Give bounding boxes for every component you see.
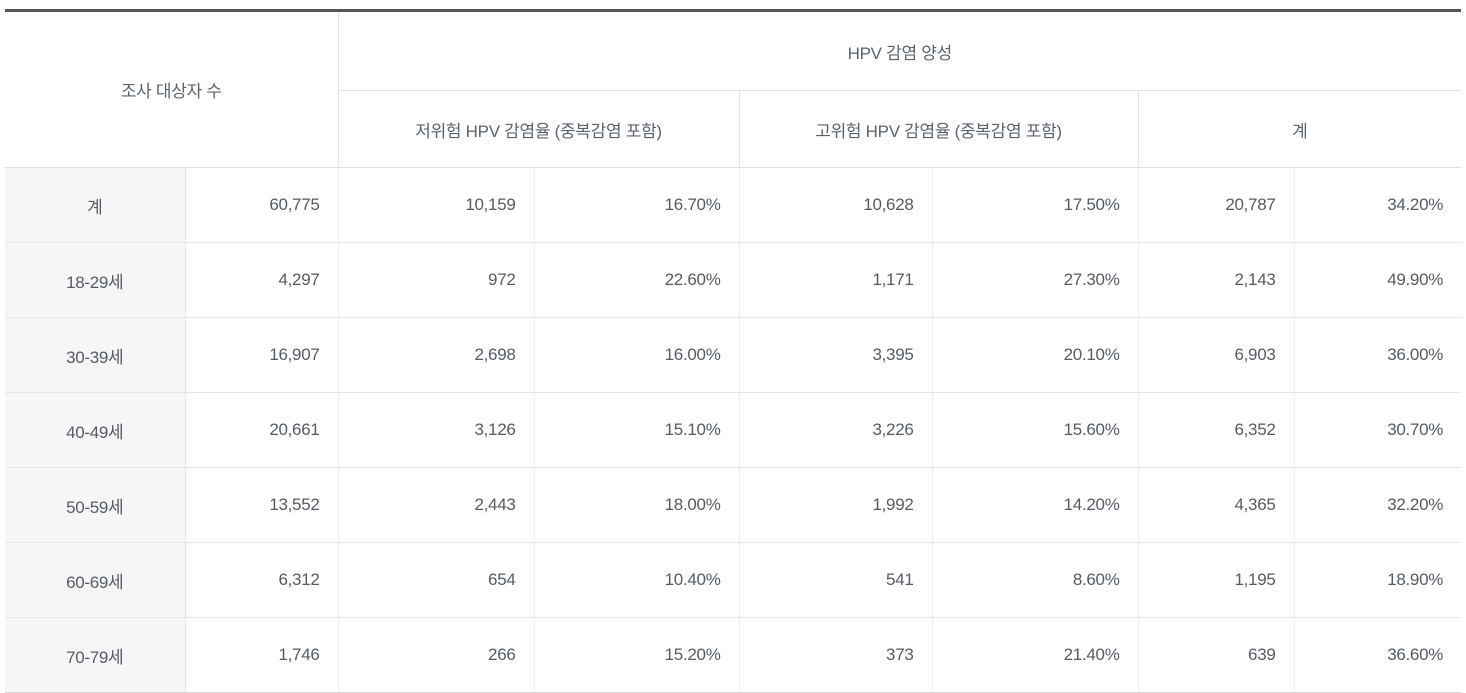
header-low-risk-hpv-rate: 저위험 HPV 감염율 (중복감염 포함) xyxy=(338,90,740,168)
table-header: 조사 대상자 수 HPV 감염 양성 저위험 HPV 감염율 (중복감염 포함)… xyxy=(5,12,1462,168)
row-label: 50-59세 xyxy=(5,467,186,543)
cell-high-risk-rate: 20.10% xyxy=(932,317,1139,393)
table-row: 60-69세 6,312 654 10.40% 541 8.60% 1,195 … xyxy=(5,542,1462,618)
header-high-risk-hpv-rate: 고위험 HPV 감염율 (중복감염 포함) xyxy=(739,90,1139,168)
cell-low-risk-count: 3,126 xyxy=(338,392,535,468)
cell-high-risk-count: 373 xyxy=(739,617,933,692)
row-label: 60-69세 xyxy=(5,542,186,618)
table-row: 18-29세 4,297 972 22.60% 1,171 27.30% 2,1… xyxy=(5,242,1462,318)
cell-subjects: 13,552 xyxy=(185,467,339,543)
cell-total-count: 20,787 xyxy=(1138,167,1295,243)
cell-low-risk-count: 654 xyxy=(338,542,535,618)
cell-high-risk-count: 1,992 xyxy=(739,467,933,543)
table-row: 계 60,775 10,159 16.70% 10,628 17.50% 20,… xyxy=(5,167,1462,243)
cell-subjects: 1,746 xyxy=(185,617,339,692)
cell-total-count: 2,143 xyxy=(1138,242,1295,318)
cell-high-risk-rate: 15.60% xyxy=(932,392,1139,468)
cell-total-rate: 36.60% xyxy=(1294,617,1462,692)
cell-total-rate: 49.90% xyxy=(1294,242,1462,318)
cell-high-risk-count: 541 xyxy=(739,542,933,618)
row-label: 계 xyxy=(5,167,186,243)
cell-high-risk-count: 1,171 xyxy=(739,242,933,318)
table-row: 40-49세 20,661 3,126 15.10% 3,226 15.60% … xyxy=(5,392,1462,468)
cell-low-risk-count: 266 xyxy=(338,617,535,692)
cell-low-risk-rate: 10.40% xyxy=(534,542,740,618)
cell-low-risk-rate: 15.20% xyxy=(534,617,740,692)
table-body: 계 60,775 10,159 16.70% 10,628 17.50% 20,… xyxy=(5,167,1462,692)
row-label: 70-79세 xyxy=(5,617,186,692)
cell-high-risk-rate: 27.30% xyxy=(932,242,1139,318)
cell-low-risk-rate: 16.00% xyxy=(534,317,740,393)
cell-total-rate: 34.20% xyxy=(1294,167,1462,243)
cell-subjects: 6,312 xyxy=(185,542,339,618)
statistics-table-container: 조사 대상자 수 HPV 감염 양성 저위험 HPV 감염율 (중복감염 포함)… xyxy=(5,9,1462,693)
cell-low-risk-count: 972 xyxy=(338,242,535,318)
cell-total-count: 1,195 xyxy=(1138,542,1295,618)
cell-total-rate: 30.70% xyxy=(1294,392,1462,468)
cell-subjects: 4,297 xyxy=(185,242,339,318)
header-row-top: 조사 대상자 수 HPV 감염 양성 xyxy=(5,12,1462,168)
header-total: 계 xyxy=(1138,90,1462,168)
table-row: 30-39세 16,907 2,698 16.00% 3,395 20.10% … xyxy=(5,317,1462,393)
cell-total-rate: 36.00% xyxy=(1294,317,1462,393)
cell-high-risk-count: 3,226 xyxy=(739,392,933,468)
cell-high-risk-rate: 14.20% xyxy=(932,467,1139,543)
header-row-sub: 저위험 HPV 감염율 (중복감염 포함) 고위험 HPV 감염율 (중복감염 … xyxy=(5,90,1462,168)
cell-high-risk-rate: 8.60% xyxy=(932,542,1139,618)
header-hpv-positive-group: HPV 감염 양성 xyxy=(338,12,1462,91)
cell-subjects: 20,661 xyxy=(185,392,339,468)
cell-low-risk-rate: 22.60% xyxy=(534,242,740,318)
cell-total-rate: 18.90% xyxy=(1294,542,1462,618)
row-label: 40-49세 xyxy=(5,392,186,468)
cell-low-risk-rate: 16.70% xyxy=(534,167,740,243)
cell-low-risk-count: 10,159 xyxy=(338,167,535,243)
cell-low-risk-count: 2,443 xyxy=(338,467,535,543)
cell-total-count: 4,365 xyxy=(1138,467,1295,543)
hpv-infection-statistics-table: 조사 대상자 수 HPV 감염 양성 저위험 HPV 감염율 (중복감염 포함)… xyxy=(5,12,1462,692)
cell-total-count: 639 xyxy=(1138,617,1295,692)
cell-high-risk-count: 10,628 xyxy=(739,167,933,243)
cell-low-risk-rate: 15.10% xyxy=(534,392,740,468)
cell-high-risk-rate: 17.50% xyxy=(932,167,1139,243)
table-row: 70-79세 1,746 266 15.20% 373 21.40% 639 3… xyxy=(5,617,1462,692)
cell-high-risk-count: 3,395 xyxy=(739,317,933,393)
cell-total-count: 6,903 xyxy=(1138,317,1295,393)
row-label: 18-29세 xyxy=(5,242,186,318)
cell-total-count: 6,352 xyxy=(1138,392,1295,468)
cell-high-risk-rate: 21.40% xyxy=(932,617,1139,692)
cell-low-risk-rate: 18.00% xyxy=(534,467,740,543)
cell-subjects: 16,907 xyxy=(185,317,339,393)
row-label: 30-39세 xyxy=(5,317,186,393)
cell-total-rate: 32.20% xyxy=(1294,467,1462,543)
cell-subjects: 60,775 xyxy=(185,167,339,243)
header-subject-count: 조사 대상자 수 xyxy=(5,12,339,168)
table-row: 50-59세 13,552 2,443 18.00% 1,992 14.20% … xyxy=(5,467,1462,543)
cell-low-risk-count: 2,698 xyxy=(338,317,535,393)
